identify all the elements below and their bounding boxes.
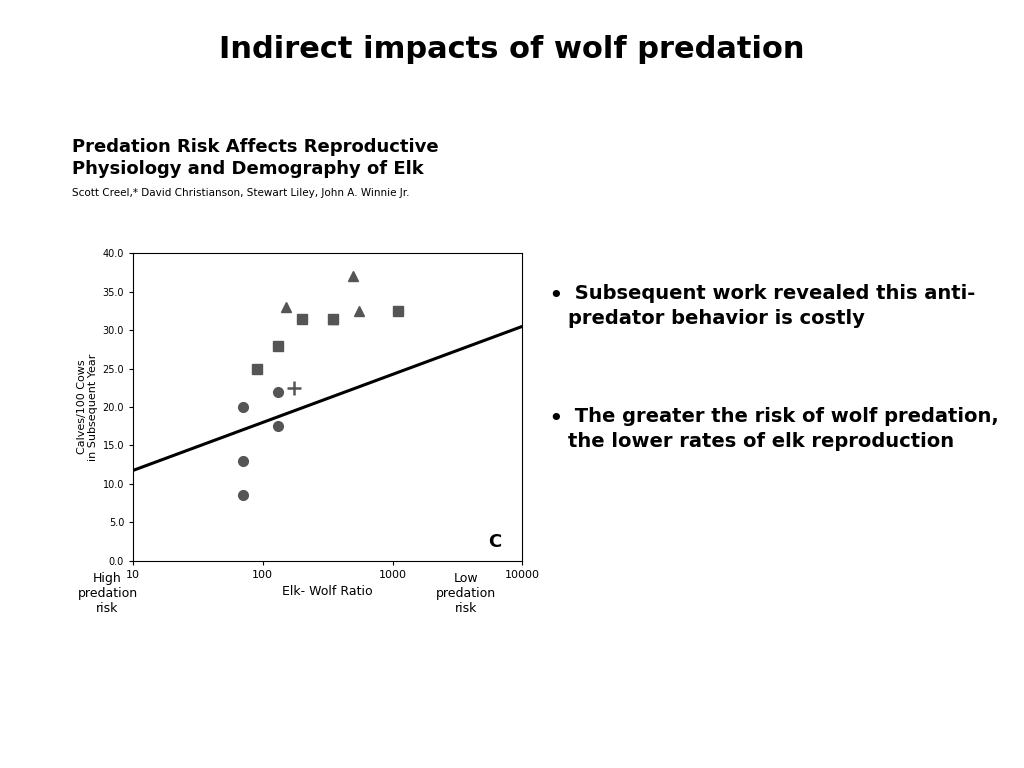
Text: Scott Creel,* David Christianson, Stewart Liley, John A. Winnie Jr.: Scott Creel,* David Christianson, Stewar… [72, 188, 410, 198]
Text: Indirect impacts of wolf predation: Indirect impacts of wolf predation [219, 35, 805, 64]
X-axis label: Elk- Wolf Ratio: Elk- Wolf Ratio [283, 585, 373, 598]
Text: Predation Risk Affects Reproductive
Physiology and Demography of Elk: Predation Risk Affects Reproductive Phys… [72, 138, 438, 178]
Text: Low
predation
risk: Low predation risk [436, 572, 496, 615]
Text: Subsequent work revealed this anti-
predator behavior is costly: Subsequent work revealed this anti- pred… [568, 284, 976, 328]
Text: •: • [548, 407, 562, 431]
Text: High
predation
risk: High predation risk [78, 572, 137, 615]
Y-axis label: Calves/100 Cows
in Subsequent Year: Calves/100 Cows in Subsequent Year [77, 353, 98, 461]
Text: •: • [548, 284, 562, 308]
Text: The greater the risk of wolf predation,
the lower rates of elk reproduction: The greater the risk of wolf predation, … [568, 407, 999, 451]
Text: C: C [488, 533, 502, 551]
